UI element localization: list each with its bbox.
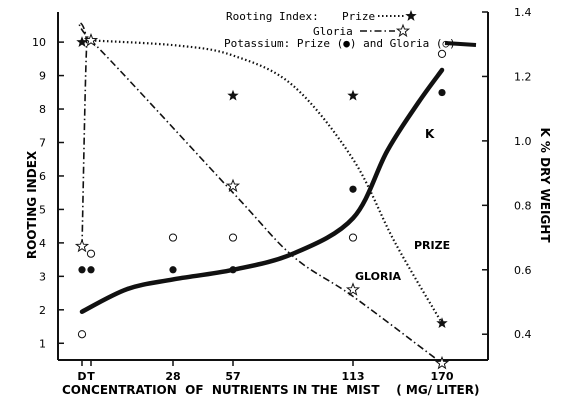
series-prize-point [347,89,359,101]
x-tick-label: 113 [342,370,365,383]
y-left-tick-label: 4 [39,237,46,250]
series-potassium-prize-point [169,266,177,274]
series-potassium-gloria-point [228,233,238,242]
series-prize-point [76,36,88,47]
curves [78,21,445,364]
series-prize-point [227,89,239,101]
legend-potassium-label: Potassium: Prize (●) and Gloria (○) [224,37,456,50]
annotation-k: K [425,127,435,141]
series-potassium-gloria-point [348,233,358,242]
series-potassium-prize-point [78,266,86,274]
y-axis-left-label: ROOTING INDEX [25,150,39,259]
series-prize-point [436,317,448,328]
legend-gloria-label: Gloria [313,25,353,38]
legend: Rooting Index: Prize Gloria Potassium: P… [224,10,477,50]
legend-prize-star-shape [405,10,417,21]
y-left-tick-label: 5 [39,203,46,216]
series-potassium-gloria-point [77,330,87,339]
y-left-tick-label: 8 [39,103,46,116]
y-right-tick-label: 1.4 [514,6,532,19]
x-tick-label: 28 [165,370,180,383]
series-potassium-gloria-point [86,249,96,258]
y-right-tick-label: 1.0 [514,135,532,148]
legend-gloria-star-shape [395,23,411,38]
y-left-tick-label: 10 [32,36,46,49]
series-potassium-gloria-point [437,49,447,58]
markers [74,32,450,370]
y-left-tick-label: 6 [39,170,46,183]
series-gloria-point [74,238,90,253]
series-k-line [79,67,445,314]
series-gloria-line [78,21,443,364]
series-gloria-point [225,178,241,193]
x-axis-label: CONCENTRATION OF NUTRIENTS IN THE MIST (… [62,383,479,397]
x-tick-label: 57 [225,370,240,383]
y-left-tick-label: 3 [39,270,46,283]
y-right-tick-label: 0.4 [514,328,532,341]
series-gloria-point [83,32,99,47]
plot-frame [57,12,489,361]
series-potassium-prize-point [87,266,95,274]
series-gloria-point [434,355,450,370]
legend-rooting-title: Rooting Index: [226,10,319,23]
y-left-tick-label: 2 [39,304,46,317]
annotation-prize: PRIZE [414,239,450,252]
series-potassium-gloria-point [168,233,178,242]
x-tick-label: D [77,370,86,383]
x-tick-label: T [87,370,95,383]
y-left-tick-label: 7 [39,137,46,150]
legend-prize-star [405,10,417,21]
y-right-tick-label: 1.2 [514,70,532,83]
annotation-gloria: GLORIA [355,270,402,283]
series-potassium-prize-point [229,266,237,274]
legend-potassium-line [444,41,477,47]
axis-ticks: 1 2 3 4 5 6 7 8 9 10 0.4 0.6 0.8 1.0 1.2 1.4 D T 28 57 113 17… [32,6,532,383]
y-right-tick-label: 0.6 [514,264,532,277]
legend-prize-label: Prize [342,10,375,23]
y-left-tick-label: 9 [39,70,46,83]
series-potassium-prize-point [349,185,357,193]
y-left-tick-label: 1 [39,337,46,350]
y-axis-right-label: K % DRY WEIGHT [538,127,552,243]
series-gloria-point [345,282,361,296]
x-tick-label: 170 [431,370,454,383]
y-right-tick-label: 0.8 [514,199,532,212]
legend-gloria-star [395,23,411,38]
series-potassium-prize-point [438,88,446,97]
